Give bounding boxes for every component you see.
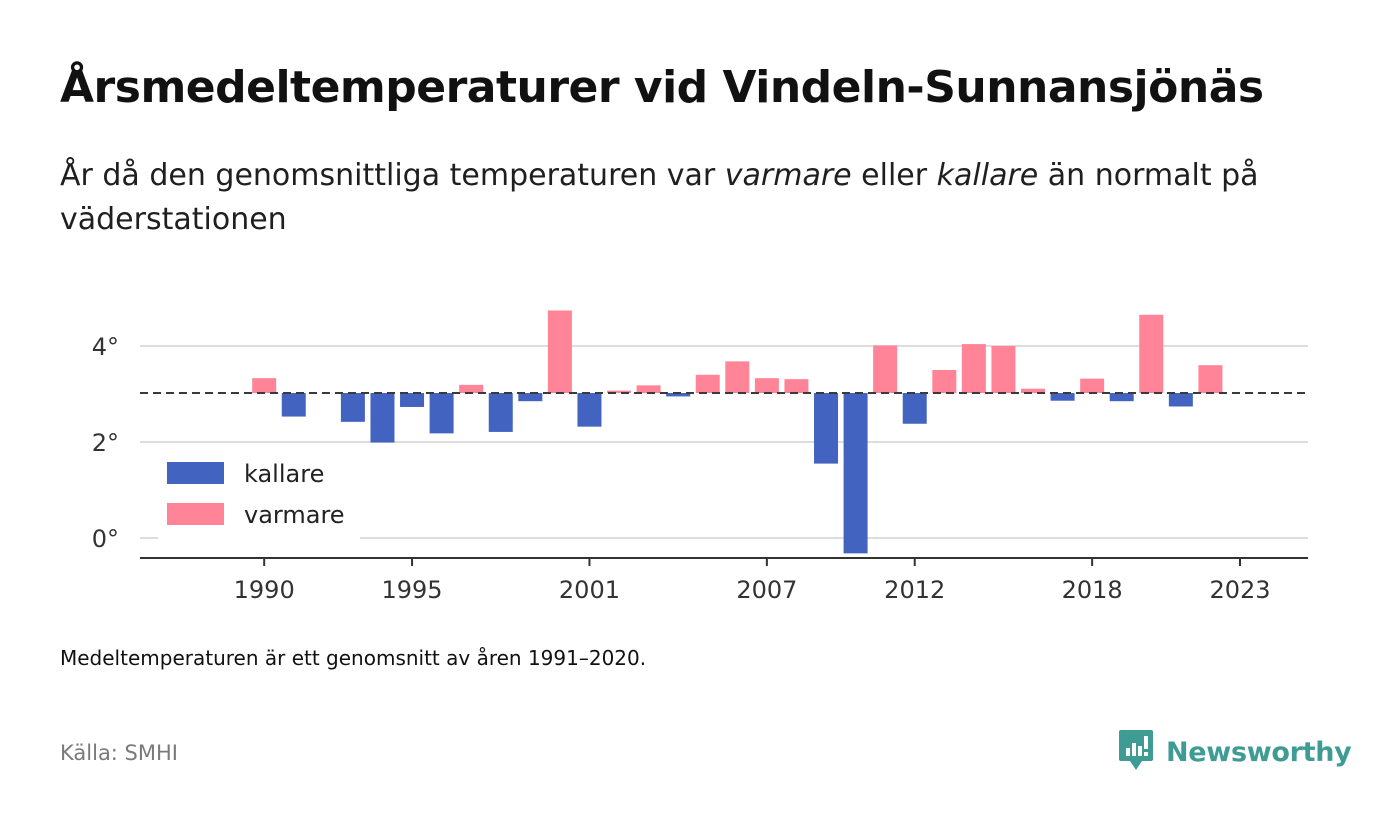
legend-swatch-varmare	[167, 503, 224, 525]
legend-label-varmare: varmare	[244, 501, 345, 529]
brand-name: Newsworthy	[1166, 736, 1352, 768]
x-tick-label: 2018	[1062, 576, 1123, 604]
bar-2016	[1021, 388, 1046, 394]
chart-subtitle: År då den genomsnittliga temperaturen va…	[60, 154, 1340, 242]
x-tick-label: 2012	[884, 576, 945, 604]
bar-2018	[1080, 378, 1105, 394]
bar-2006	[725, 361, 750, 394]
bar-1995	[400, 393, 425, 407]
y-tick-label: 2°	[92, 429, 119, 457]
x-axis: 1990 1995 2001 2007 2012 2018 2023	[140, 557, 1308, 604]
subtitle-text-3: än normalt på väderstationen	[60, 158, 1259, 237]
bar-2002	[607, 390, 632, 394]
bar-2019	[1109, 393, 1134, 402]
bar-2017	[1050, 393, 1075, 401]
bar-2003	[636, 385, 661, 394]
x-tick-label: 1995	[382, 576, 443, 604]
bar-chart: 0° 2° 4° kallare varmare 1990 1995 2001 2007 20…	[92, 310, 1308, 604]
subtitle-cold-word: kallare	[936, 158, 1039, 193]
bar-2000	[547, 310, 572, 394]
bar-1994	[370, 393, 395, 443]
bar-2001	[577, 393, 602, 427]
bar-1996	[429, 393, 454, 434]
x-tick-label: 1990	[234, 576, 295, 604]
subtitle-text-2: eller	[851, 158, 937, 193]
bar-2012	[902, 393, 927, 424]
bar-2004	[666, 393, 691, 397]
bar-1998	[488, 393, 513, 432]
bar-2010	[843, 393, 868, 554]
bar-2007	[754, 378, 779, 394]
bar-2005	[695, 374, 720, 394]
bar-1991	[281, 393, 306, 417]
bar-1990	[252, 378, 277, 394]
bar-1993	[340, 393, 365, 422]
bar-2015	[991, 346, 1016, 394]
bar-2014	[961, 344, 986, 394]
legend-label-kallare: kallare	[244, 460, 324, 488]
bar-2022	[1198, 365, 1223, 394]
subtitle-text-1: År då den genomsnittliga temperaturen va…	[60, 158, 725, 193]
bar-2013	[932, 370, 957, 394]
bar-2009	[814, 393, 839, 464]
source-note: Källa: SMHI	[60, 741, 178, 765]
x-tick-label: 2007	[736, 576, 797, 604]
newsworthy-logo-icon	[1118, 728, 1154, 776]
legend-swatch-kallare	[167, 462, 224, 484]
bar-1999	[518, 393, 543, 402]
bars	[140, 310, 1308, 554]
bar-1997	[459, 384, 484, 394]
newsworthy-brand[interactable]: Newsworthy	[1118, 728, 1352, 776]
bar-2021	[1168, 393, 1193, 407]
footnote: Medeltemperaturen är ett genomsnitt av å…	[60, 646, 647, 670]
y-tick-label: 4°	[92, 333, 119, 361]
bar-2011	[873, 345, 898, 394]
x-tick-label: 2001	[559, 576, 620, 604]
x-tick-label: 2023	[1209, 576, 1270, 604]
subtitle-warm-word: varmare	[724, 158, 852, 193]
bar-2008	[784, 379, 809, 394]
y-tick-label: 0°	[92, 525, 119, 553]
y-axis-labels: 0° 2° 4°	[92, 333, 119, 553]
chart-title: Årsmedeltemperaturer vid Vindeln-Sunnans…	[60, 62, 1264, 113]
bar-2020	[1139, 314, 1164, 394]
legend: kallare varmare	[158, 452, 360, 540]
